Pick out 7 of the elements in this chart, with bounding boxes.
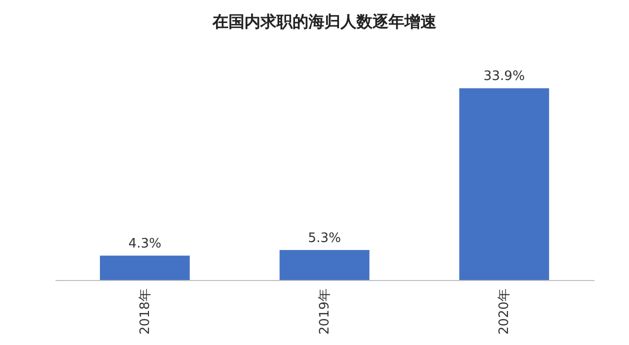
chart-title: 在国内求职的海归人数逐年增速 <box>212 12 438 32</box>
data-label: 33.9% <box>484 69 525 84</box>
x-tick-label: 2018年 <box>138 288 153 335</box>
data-label: 5.3% <box>308 231 342 246</box>
x-tick-label: 2020年 <box>497 288 512 335</box>
data-label: 4.3% <box>128 236 162 252</box>
x-tick-label: 2019年 <box>318 288 332 335</box>
